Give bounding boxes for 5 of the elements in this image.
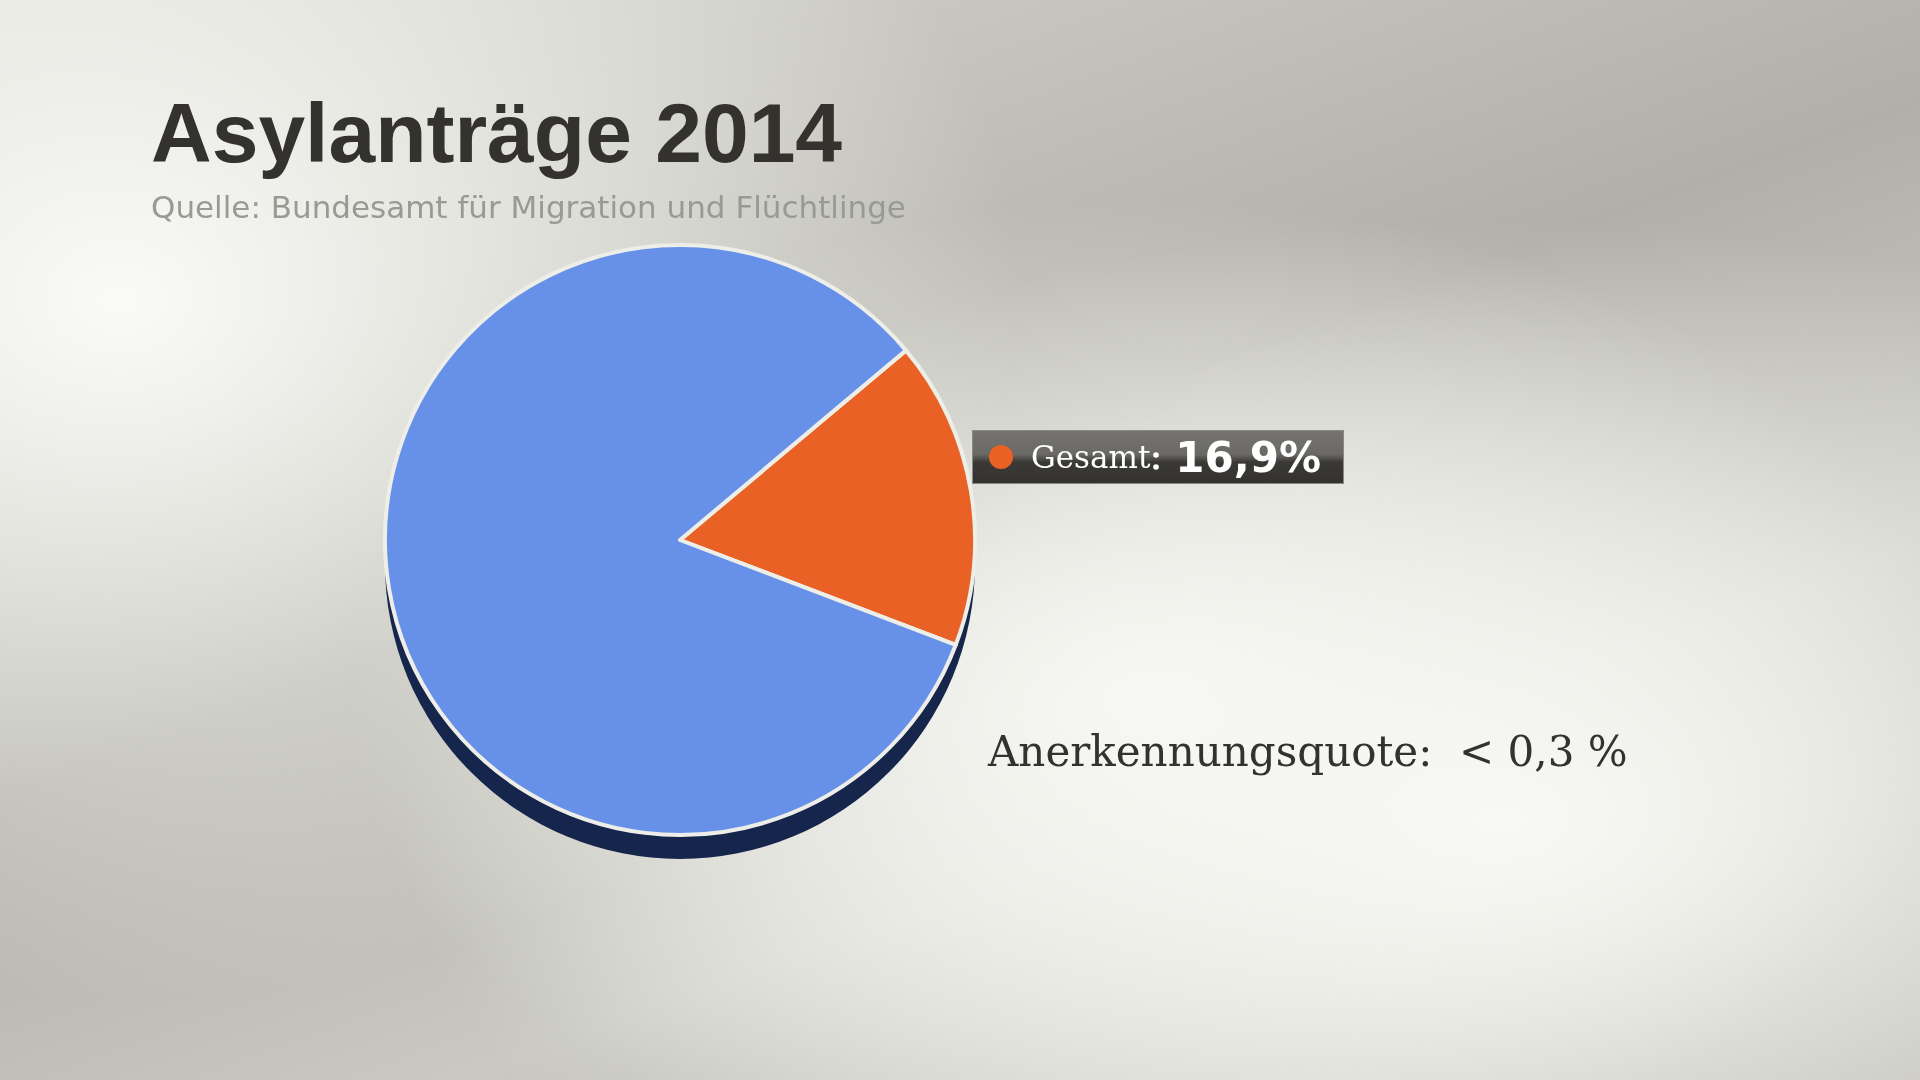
chart-subtitle: Quelle: Bundesamt für Migration und Flüchtlinge bbox=[151, 188, 906, 225]
legend-label: Gesamt bbox=[1031, 439, 1151, 475]
chart-title: Asylanträge 2014 bbox=[151, 86, 843, 180]
text: Anerkennungsquote: < 0,3 % bbox=[987, 726, 1628, 776]
data-label: 16,9% bbox=[1175, 432, 1322, 482]
